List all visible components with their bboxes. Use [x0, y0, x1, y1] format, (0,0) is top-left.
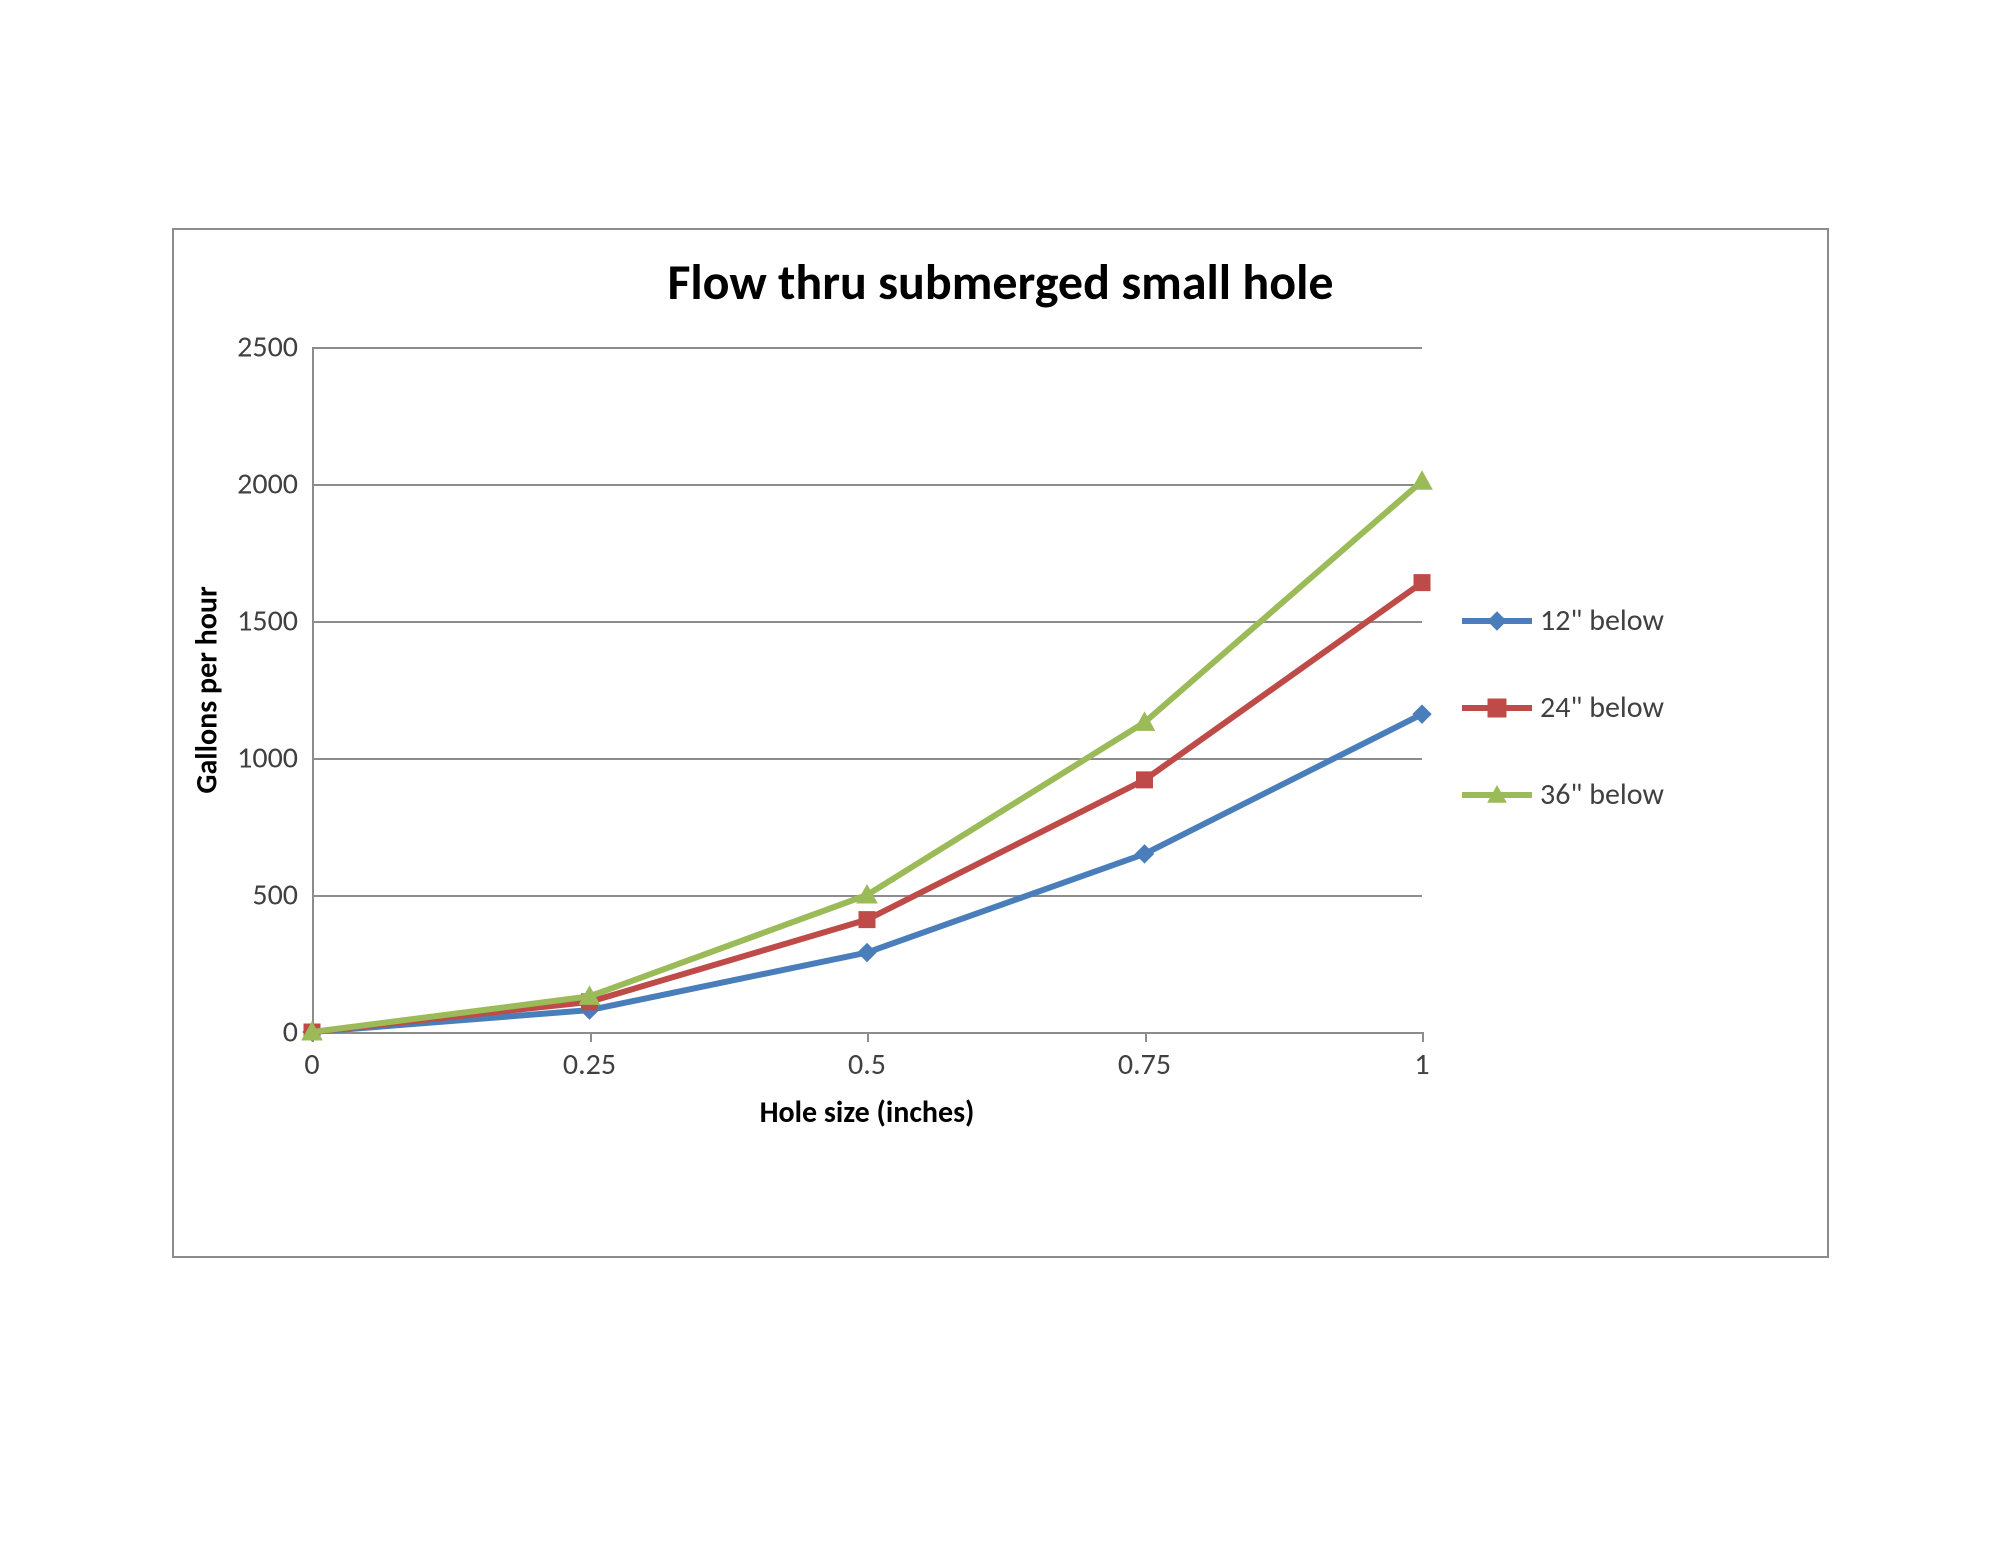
- legend-swatch: [1462, 694, 1532, 722]
- series-marker: [1414, 575, 1430, 591]
- x-tick-label: 1: [1414, 1032, 1429, 1083]
- legend-label: 12" below: [1540, 602, 1664, 639]
- chart-title: Flow thru submerged small hole: [174, 252, 1827, 313]
- page-root: Flow thru submerged small hole Gallons p…: [0, 0, 2000, 1545]
- legend-label: 24" below: [1540, 689, 1664, 726]
- x-tick-label: 0.5: [848, 1032, 886, 1083]
- legend-swatch: [1462, 781, 1532, 809]
- legend-marker-diamond-icon: [1479, 603, 1515, 639]
- legend-item: 36" below: [1462, 776, 1664, 813]
- legend: 12" below 24" below 36" below: [1462, 602, 1664, 813]
- legend-label: 36" below: [1540, 776, 1664, 813]
- x-axis-label: Hole size (inches): [760, 1094, 975, 1131]
- series-marker: [1412, 471, 1432, 489]
- plot-area: 0500100015002000250000.250.50.751: [312, 347, 1422, 1032]
- series-line: [312, 714, 1422, 1032]
- chart-series-svg: [312, 347, 1422, 1032]
- x-tick-label: 0.75: [1118, 1032, 1171, 1083]
- series-marker: [859, 912, 875, 928]
- y-tick-label: 2000: [237, 466, 312, 503]
- y-tick-label: 500: [252, 877, 312, 914]
- y-tick-label: 1500: [237, 603, 312, 640]
- legend-marker-triangle-icon: [1479, 777, 1515, 813]
- y-tick-label: 2500: [237, 329, 312, 366]
- series-marker: [858, 944, 876, 962]
- legend-item: 12" below: [1462, 602, 1664, 639]
- legend-item: 24" below: [1462, 689, 1664, 726]
- y-axis-label: Gallons per hour: [189, 586, 226, 793]
- x-tick-label: 0.25: [563, 1032, 616, 1083]
- y-tick-label: 1000: [237, 740, 312, 777]
- series-marker: [1137, 772, 1153, 788]
- series-line: [312, 583, 1422, 1032]
- legend-marker-square-icon: [1479, 690, 1515, 726]
- chart-container: Flow thru submerged small hole Gallons p…: [172, 228, 1829, 1258]
- legend-swatch: [1462, 607, 1532, 635]
